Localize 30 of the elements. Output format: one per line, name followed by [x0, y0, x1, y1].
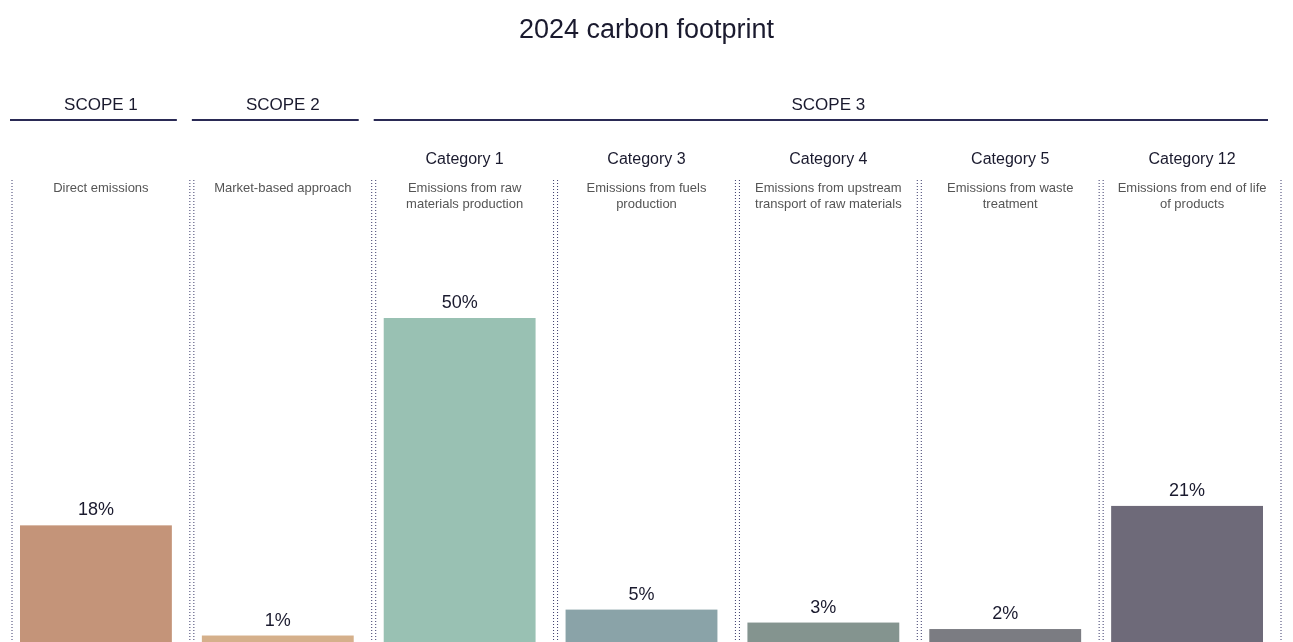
data-label: 50% [441, 292, 478, 312]
bar [929, 629, 1082, 642]
x-tick-label: Market-based approach [214, 180, 352, 195]
bar [383, 318, 536, 642]
text: Category 5 [971, 150, 1050, 167]
x-tick-label: Emissions from raw materials production [406, 180, 524, 211]
x-tick-label: Emissions from upstream transport of raw materials [755, 180, 903, 211]
bar [20, 525, 172, 642]
text: SCOPE 2 [245, 95, 320, 114]
text: Category 12 [1148, 150, 1236, 167]
bar [747, 622, 900, 642]
data-label: 21% [1169, 479, 1206, 500]
bar [1111, 505, 1263, 642]
data-label: 1% [264, 609, 291, 630]
text: SCOPE 1 [64, 95, 138, 114]
chart-title: 2024 carbon footprint [518, 14, 775, 44]
bar [201, 635, 354, 642]
data-label: 2% [992, 603, 1019, 624]
text: Category 1 [425, 150, 504, 167]
bar [565, 609, 718, 642]
x-tick-label: Emissions from waste treatment [947, 180, 1074, 211]
text: Category 4 [789, 150, 868, 167]
data-label: 5% [628, 583, 655, 604]
text: Category 3 [607, 150, 686, 167]
x-tick-label: Emissions from end of life of products [1117, 180, 1267, 211]
x-tick-label: Direct emissions [53, 180, 150, 195]
data-label: 3% [810, 596, 837, 617]
x-tick-label: Emissions from fuels production [586, 180, 707, 211]
text: SCOPE 3 [791, 95, 866, 114]
data-label: 18% [77, 499, 114, 520]
